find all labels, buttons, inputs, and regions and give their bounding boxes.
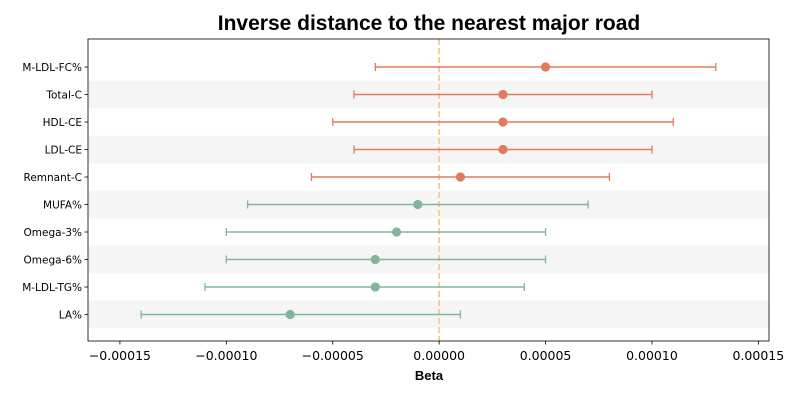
- y-tick-label: LA%: [59, 310, 82, 322]
- y-tick-label: HDL-CE: [43, 117, 82, 129]
- estimate-point: [498, 117, 508, 127]
- x-axis-ticks: −0.00015 −0.00010 −0.00005 0.00000 0.00005 0.…: [89, 341, 784, 363]
- estimate-point: [370, 282, 380, 292]
- row-la-: [140, 309, 462, 320]
- y-tick-label: Omega-3%: [24, 227, 83, 239]
- data-rows: [140, 62, 717, 320]
- y-tick-label: Remnant-C: [24, 172, 83, 184]
- x-tick-label: 0.00010: [626, 348, 678, 363]
- y-tick-label: LDL-CE: [45, 145, 82, 157]
- estimate-point: [540, 62, 551, 72]
- row-total-c: [353, 89, 653, 100]
- row-remnant-c: [310, 172, 611, 182]
- y-tick-label: M-LDL-TG%: [22, 282, 82, 294]
- row-ldl-ce: [353, 144, 653, 155]
- estimate-point: [413, 199, 423, 210]
- estimate-point: [391, 227, 402, 237]
- x-tick-label: −0.00015: [89, 348, 151, 363]
- y-tick-label: Total-C: [45, 90, 82, 102]
- x-tick-label: −0.00010: [195, 348, 257, 363]
- x-axis-label: Beta: [415, 368, 444, 383]
- plot-frame: [87, 38, 770, 342]
- estimate-point: [498, 89, 508, 100]
- row-hdl-ce: [332, 117, 674, 127]
- estimate-point: [285, 309, 295, 320]
- x-tick-label: 0.00005: [520, 348, 572, 363]
- row-m-ldl-fc-: [374, 62, 717, 72]
- row-mufa-: [246, 199, 589, 210]
- y-tick-label: Omega-6%: [24, 255, 83, 267]
- estimate-point: [370, 254, 380, 265]
- row-m-ldl-tg-: [204, 282, 525, 292]
- y-tick-label: M-LDL-FC%: [22, 62, 82, 74]
- y-tick-label: MUFA%: [43, 200, 82, 212]
- chart-title: Inverse distance to the nearest major ro…: [218, 12, 640, 35]
- x-tick-label: 0.00015: [733, 348, 785, 363]
- x-tick-label: 0.00000: [413, 348, 465, 363]
- x-tick-label: −0.00005: [302, 348, 364, 363]
- row-omega-6-: [225, 254, 547, 265]
- row-omega-3-: [225, 227, 547, 237]
- y-axis-ticks: M-LDL-FC% Total-C HDL-CE LDL-CE Remnant-C MUF…: [22, 62, 88, 322]
- estimate-point: [455, 172, 466, 182]
- estimate-point: [498, 144, 508, 155]
